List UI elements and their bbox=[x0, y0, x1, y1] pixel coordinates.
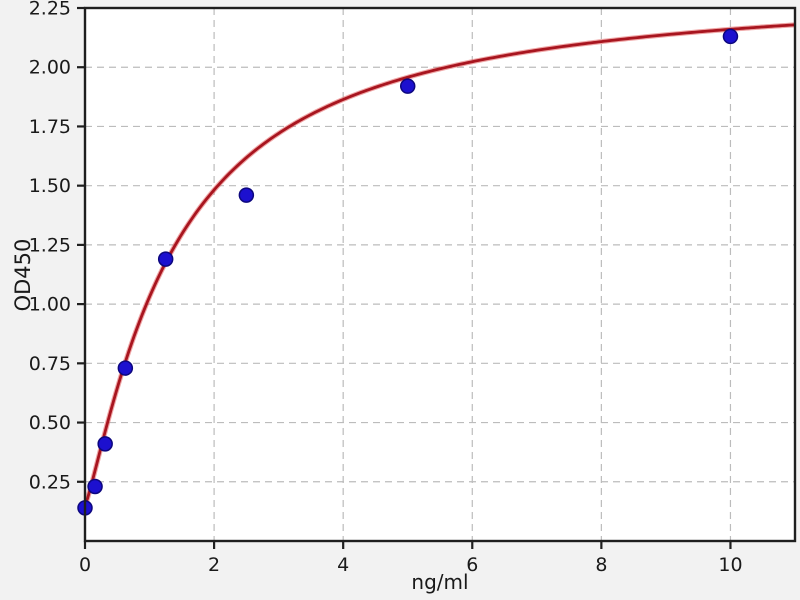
data-point bbox=[97, 436, 113, 452]
data-point bbox=[157, 251, 174, 267]
y-tick-label: 1.00 bbox=[29, 294, 71, 316]
x-tick-label: 10 bbox=[718, 554, 742, 576]
data-point bbox=[238, 187, 255, 203]
axes-background bbox=[85, 8, 795, 541]
data-point bbox=[399, 78, 416, 94]
data-point bbox=[117, 360, 134, 376]
x-axis-label: ng/ml bbox=[411, 570, 469, 594]
x-tick-label: 8 bbox=[595, 554, 607, 576]
data-point bbox=[87, 478, 103, 495]
y-tick-label: 0.25 bbox=[29, 471, 71, 493]
y-tick-label: 0.75 bbox=[29, 353, 71, 375]
axes-spines bbox=[83, 6, 797, 543]
y-tick-label: 0.50 bbox=[29, 412, 71, 434]
x-tick-label: 4 bbox=[337, 554, 349, 576]
y-tick-label: 2.00 bbox=[29, 57, 71, 79]
x-tick-label: 6 bbox=[466, 554, 478, 576]
y-tick-label: 1.50 bbox=[29, 175, 71, 197]
data-point bbox=[722, 28, 739, 45]
y-tick-label: 2.25 bbox=[29, 0, 71, 20]
x-tick-label: 0 bbox=[79, 554, 91, 576]
fit-curve bbox=[83, 23, 796, 506]
y-axis-label: OD450 bbox=[11, 238, 35, 312]
x-tick-label: 2 bbox=[208, 554, 220, 576]
y-tick-label: 1.25 bbox=[29, 234, 71, 256]
y-tick-label: 1.75 bbox=[29, 116, 71, 138]
